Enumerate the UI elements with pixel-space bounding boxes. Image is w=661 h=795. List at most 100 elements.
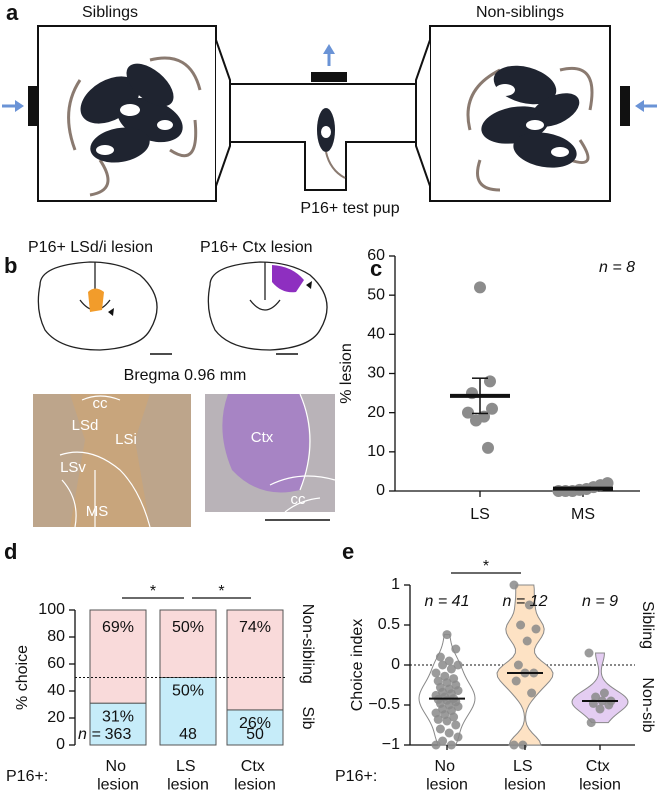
value-label: 69% [102,619,134,636]
data-point [595,704,605,714]
panel-label: e [342,539,354,564]
right-connector [415,39,431,187]
y-tick-label: 20 [47,709,65,726]
data-point [435,652,445,662]
y-tick-label: 40 [367,326,385,343]
arrows [2,44,657,112]
panel-label: a [6,0,19,25]
n-label: n = 9 [582,593,618,610]
x-tick-label: LS [470,506,490,523]
y-axis-label: % choice [14,645,31,710]
data-point [516,620,526,630]
data-point [431,668,441,678]
data-point [531,624,541,634]
y-tick-label: 0 [376,482,385,499]
lesion-ctx [272,265,304,293]
data-point [449,674,459,684]
panel-label: d [4,539,17,564]
lesion-ls [88,288,104,312]
side-label: Sibling [639,601,656,649]
region-label: LSi [115,431,137,448]
region-label: LSd [72,417,99,434]
x-tick-label: Ctx lesion [579,758,621,793]
data-point [586,718,596,728]
x-tick-label: No lesion [97,758,139,793]
data-point [470,414,482,427]
row-label: P16+: [335,768,377,785]
value-label: 31% [102,708,134,725]
y-axis-label: % lesion [338,343,355,403]
side-label: Non-sib [639,677,656,732]
data-point [451,720,461,730]
data-point [604,700,614,710]
histology-left-lines [59,395,151,528]
pup-label: P16+ test pup [300,200,399,217]
y-axis-label: Choice index [349,619,366,712]
data-point [601,477,614,490]
y-tick-label: 60 [47,655,65,672]
y-tick-label: 0 [56,736,65,753]
value-label: 50% [172,619,204,636]
x-tick-label: No lesion [426,758,468,793]
corridor [230,83,416,191]
y-tick-label: 40 [47,682,65,699]
region-label: cc [93,395,109,412]
left-connector [215,39,231,187]
side-label: Sib [299,706,316,729]
y-tick-label: 80 [47,628,65,645]
door-left [28,86,38,126]
bar-segment [89,702,147,746]
value-label: 26% [239,715,271,732]
data-point [431,708,441,718]
mouse-patches [96,84,569,157]
y-tick-label: −0.5 [368,696,400,713]
data-point [438,736,448,746]
y-tick-label: 100 [38,601,65,618]
value-label: 50% [172,683,204,700]
significance-label: * [150,583,156,600]
y-tick-label: 50 [367,286,385,303]
violin [571,652,629,724]
data-point [509,740,519,750]
count-label: 48 [179,726,197,743]
data-point [513,660,523,670]
data-point [444,728,454,738]
x-tick-label: LS lesion [504,758,546,793]
data-point [453,732,463,742]
n-label: n = [78,726,101,743]
region-label: MS [86,503,109,520]
data-point [433,676,443,686]
significance-label: * [218,583,224,600]
data-point [446,740,456,750]
y-tick-label: 1 [391,576,400,593]
door-top [311,72,347,82]
n-label: n = 41 [425,593,470,610]
x-tick-label: Ctx lesion [234,758,276,793]
y-tick-label: 20 [367,404,385,421]
significance-label: * [483,558,489,575]
sibling-mice [67,56,594,197]
y-tick-label: −1 [382,736,400,753]
y-tick-label: 60 [367,247,385,264]
y-tick-label: 0.5 [378,616,400,633]
bregma-label: Bregma 0.96 mm [124,367,247,384]
data-point [435,724,445,734]
data-point [474,281,486,294]
y-tick-label: 30 [367,365,385,382]
value-label: 74% [239,619,271,636]
y-tick-label: 10 [367,443,385,460]
panel-label: b [4,253,17,278]
x-tick-label: LS lesion [167,758,209,793]
annotation: n = 8 [599,259,635,276]
row-label: P16+: [6,768,48,785]
histology-right-lesion [222,394,309,493]
bar-segment [159,609,217,678]
count-label: 50 [246,726,264,743]
y-tick-label: 0 [391,656,400,673]
bar-segment [159,677,217,746]
data-point [462,406,474,419]
data-point [518,740,528,750]
left-chamber-label: Siblings [82,4,138,21]
bar-segment [89,609,147,704]
